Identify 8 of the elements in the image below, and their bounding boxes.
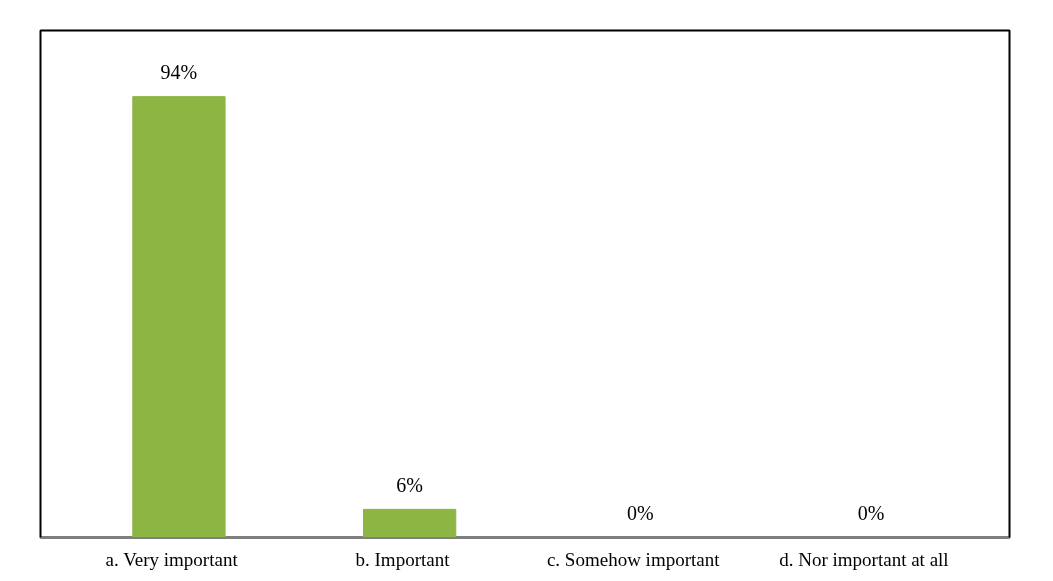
x-tick-label: c. Somehow important — [546, 548, 721, 570]
x-tick-label: b. Important — [355, 548, 451, 570]
data-label: 94% — [160, 61, 198, 84]
x-tick-label: a. Very important — [105, 548, 239, 570]
x-tick-label: d. Nor important at all — [779, 548, 949, 570]
data-label: 0% — [857, 502, 885, 525]
data-label: 6% — [396, 474, 423, 497]
data-label: 0% — [627, 502, 654, 525]
